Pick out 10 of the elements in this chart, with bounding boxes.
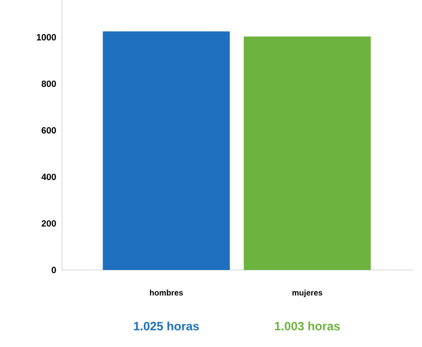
x-tick-label: mujeres [292,290,322,298]
data-label: 1.025 horas [134,322,199,330]
y-tick-label: 600 [42,127,56,134]
y-tick-label: 800 [42,80,56,87]
data-label: 1.003 horas [275,322,340,330]
x-tick-label: hombres [150,290,183,296]
y-tick-label: 200 [42,220,56,227]
y-tick-label: 0 [52,266,56,274]
y-tick-label: 400 [41,174,56,180]
y-tick-label: 1000 [36,34,56,40]
